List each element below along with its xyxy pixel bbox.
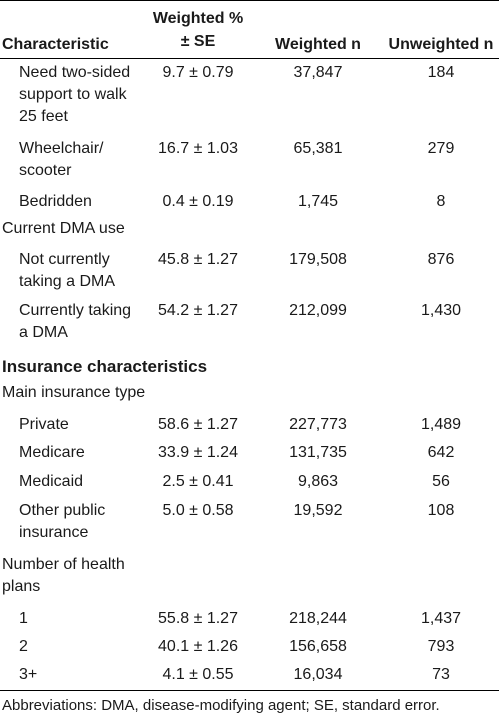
row-weighted-pct: 16.7 ± 1.03 xyxy=(158,140,238,157)
row-weighted-pct: 45.8 ± 1.27 xyxy=(158,251,238,268)
row-weighted-n: 19,592 xyxy=(293,502,343,519)
row-weighted-pct: 4.1 ± 0.55 xyxy=(162,666,234,683)
row-unweighted-n: 1,437 xyxy=(420,610,462,627)
row-label: Need two-sided support to walk 25 feet xyxy=(19,64,131,125)
row-weighted-pct: 55.8 ± 1.27 xyxy=(158,610,238,627)
row-weighted-n: 227,773 xyxy=(289,416,347,433)
row-unweighted-n: 73 xyxy=(432,666,450,683)
row-unweighted-n: 642 xyxy=(427,444,455,461)
row-label: Medicaid xyxy=(19,473,84,490)
row-weighted-n: 9,863 xyxy=(297,473,339,490)
row-label: Wheelchair/ scooter xyxy=(19,140,104,179)
row-weighted-pct: 40.1 ± 1.26 xyxy=(158,638,238,655)
row-label: Not currently taking a DMA xyxy=(19,251,116,290)
row-weighted-n: 37,847 xyxy=(293,64,343,81)
row-weighted-pct: 2.5 ± 0.41 xyxy=(162,473,234,490)
row-unweighted-n: 1,489 xyxy=(420,416,462,433)
row-weighted-n: 218,244 xyxy=(289,610,347,627)
row-unweighted-n: 56 xyxy=(432,473,450,490)
row-label: Private xyxy=(19,416,69,433)
row-unweighted-n: 1,430 xyxy=(420,302,462,319)
row-weighted-pct: 5.0 ± 0.58 xyxy=(162,502,234,519)
row-weighted-n: 16,034 xyxy=(293,666,343,683)
row-label: Bedridden xyxy=(19,193,92,210)
row-label: 2 xyxy=(19,638,28,655)
row-weighted-pct: 58.6 ± 1.27 xyxy=(158,416,238,433)
row-weighted-n: 212,099 xyxy=(289,302,347,319)
row-unweighted-n: 184 xyxy=(427,64,455,81)
row-label: Medicare xyxy=(19,444,85,461)
row-weighted-n: 156,658 xyxy=(289,638,347,655)
row-unweighted-n: 876 xyxy=(427,251,455,268)
section-label-current-dma-use: Current DMA use xyxy=(2,220,125,237)
row-weighted-pct: 0.4 ± 0.19 xyxy=(162,193,234,210)
header-unweighted-n: Unweighted n xyxy=(388,36,494,53)
header-weighted-pct-line2: ± SE xyxy=(180,33,216,50)
row-unweighted-n: 793 xyxy=(427,638,455,655)
section-label-number-of-health-plans: Number of health plans xyxy=(2,556,125,595)
row-weighted-pct: 9.7 ± 0.79 xyxy=(162,64,234,81)
section-label-main-insurance-type: Main insurance type xyxy=(2,384,146,401)
row-weighted-n: 65,381 xyxy=(293,140,343,157)
bottom-rule xyxy=(0,690,499,691)
row-weighted-pct: 54.2 ± 1.27 xyxy=(158,302,238,319)
footnote: Abbreviations: DMA, disease-modifying ag… xyxy=(2,697,440,714)
row-label: Currently taking a DMA xyxy=(19,302,132,341)
row-weighted-pct: 33.9 ± 1.24 xyxy=(158,444,238,461)
header-rule xyxy=(0,58,499,59)
top-rule xyxy=(0,0,499,1)
header-weighted-n: Weighted n xyxy=(275,36,361,53)
section-heading-insurance: Insurance characteristics xyxy=(2,357,208,376)
row-label: 1 xyxy=(19,610,28,627)
header-characteristic: Characteristic xyxy=(2,36,109,53)
row-label: Other public insurance xyxy=(19,502,106,541)
row-unweighted-n: 108 xyxy=(427,502,455,519)
row-unweighted-n: 279 xyxy=(427,140,455,157)
row-weighted-n: 179,508 xyxy=(289,251,347,268)
row-weighted-n: 1,745 xyxy=(297,193,339,210)
row-unweighted-n: 8 xyxy=(436,193,446,210)
header-weighted-pct-line1: Weighted % xyxy=(152,10,244,27)
row-weighted-n: 131,735 xyxy=(289,444,347,461)
row-label: 3+ xyxy=(19,666,38,683)
